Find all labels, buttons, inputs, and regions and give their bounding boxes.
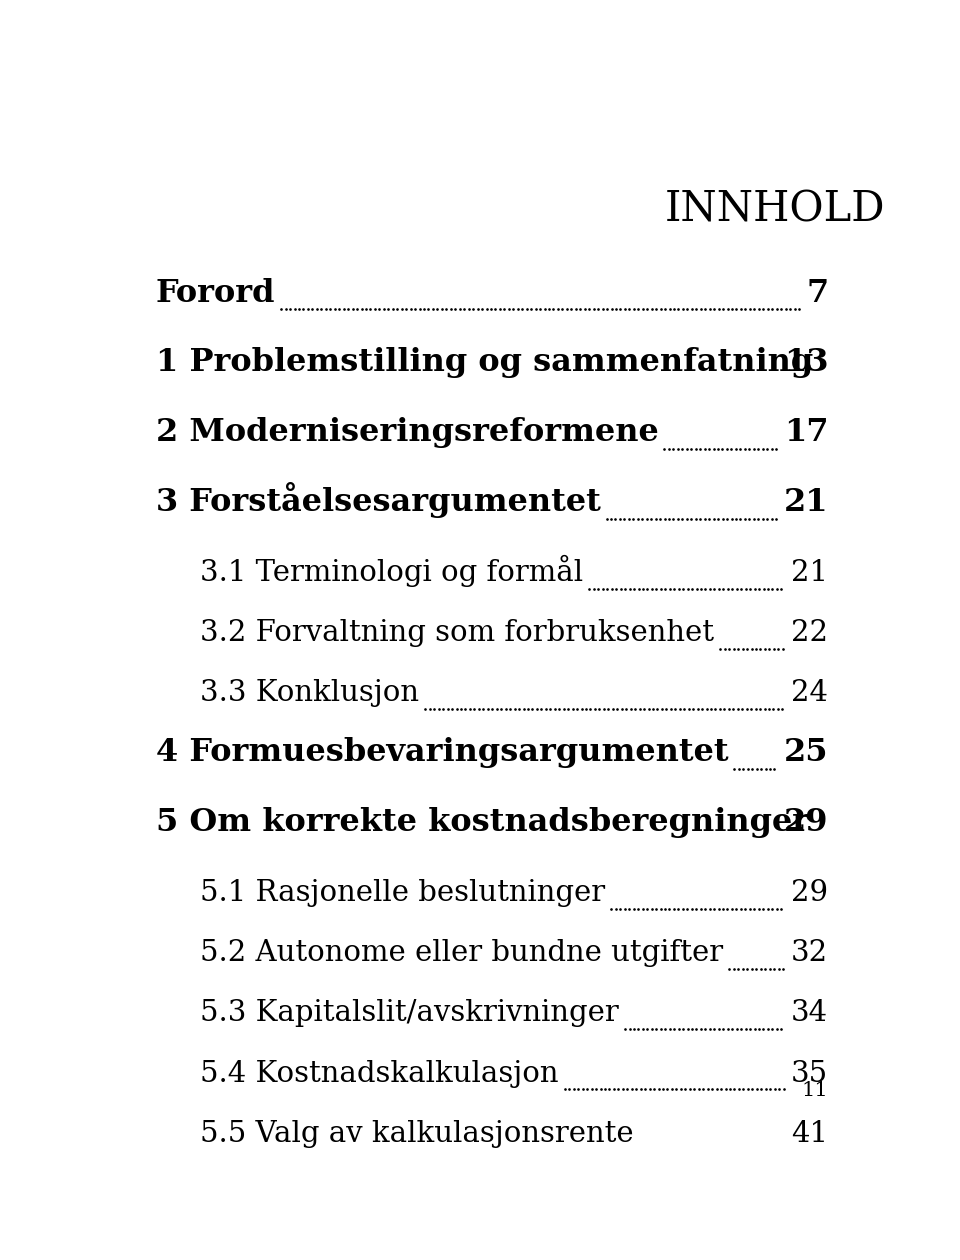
Text: 5.3 Kapitalslit/avskrivninger: 5.3 Kapitalslit/avskrivninger: [201, 999, 619, 1027]
Text: 5.2 Autonome eller bundne utgifter: 5.2 Autonome eller bundne utgifter: [201, 939, 724, 968]
Text: 3.2 Forvaltning som forbruksenhet: 3.2 Forvaltning som forbruksenhet: [201, 619, 714, 648]
Text: 35: 35: [791, 1060, 828, 1087]
Text: 29: 29: [791, 879, 828, 907]
Text: 3.1 Terminologi og formål: 3.1 Terminologi og formål: [201, 554, 584, 587]
Text: 5.1 Rasjonelle beslutninger: 5.1 Rasjonelle beslutninger: [201, 879, 606, 907]
Text: 21: 21: [791, 559, 828, 587]
Text: 4 Formuesbevaringsargumentet: 4 Formuesbevaringsargumentet: [156, 737, 729, 769]
Text: INNHOLD: INNHOLD: [664, 188, 885, 231]
Text: 11: 11: [802, 1081, 828, 1100]
Text: 5.4 Kostnadskalkulasjon: 5.4 Kostnadskalkulasjon: [201, 1060, 559, 1087]
Text: 5 Om korrekte kostnadsberegninger: 5 Om korrekte kostnadsberegninger: [156, 808, 809, 838]
Text: 32: 32: [791, 939, 828, 968]
Text: 24: 24: [791, 679, 828, 707]
Text: 1 Problemstilling og sammenfatning: 1 Problemstilling og sammenfatning: [156, 348, 813, 378]
Text: 21: 21: [783, 488, 828, 518]
Text: 25: 25: [783, 737, 828, 769]
Text: 13: 13: [783, 348, 828, 378]
Text: 34: 34: [791, 999, 828, 1027]
Text: 41: 41: [791, 1120, 828, 1148]
Text: 29: 29: [783, 808, 828, 838]
Text: 17: 17: [783, 417, 828, 449]
Text: 3 Forståelsesargumentet: 3 Forståelsesargumentet: [156, 483, 601, 518]
Text: Forord: Forord: [156, 277, 276, 309]
Text: 3.3 Konklusjon: 3.3 Konklusjon: [201, 679, 420, 707]
Text: 22: 22: [791, 619, 828, 648]
Text: 7: 7: [806, 277, 828, 309]
Text: 5.5 Valg av kalkulasjonsrente: 5.5 Valg av kalkulasjonsrente: [201, 1120, 634, 1148]
Text: 2 Moderniseringsreformene: 2 Moderniseringsreformene: [156, 417, 659, 449]
